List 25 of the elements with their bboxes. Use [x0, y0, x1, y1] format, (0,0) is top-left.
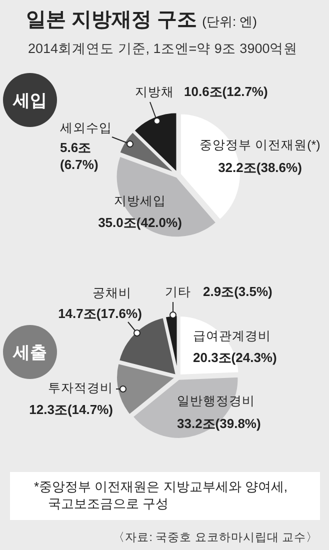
text: 세입: [12, 91, 47, 110]
slice-label: 일반행정경비: [177, 394, 255, 408]
data-label: 2.9조(3.5%): [203, 284, 272, 299]
slice-label: 투자적경비: [48, 381, 113, 395]
data-label: 33.2조(39.8%): [177, 416, 261, 431]
chart-subtitle: (단위: 엔): [202, 14, 258, 29]
data-label: 12.3조(14.7%): [29, 402, 113, 417]
data-label: 32.2조(38.6%): [218, 160, 302, 175]
slice-label: 급여관계경비: [193, 329, 271, 343]
slice-label: 지방세입: [114, 194, 166, 208]
text: 〈자료: 국중호 요코하마시립대 교수〉: [113, 531, 318, 544]
data-label: 14.7조(17.6%): [58, 306, 142, 321]
data-label: 10.6조(12.7%): [184, 84, 268, 99]
data-label: 5.6조(6.7%): [60, 140, 98, 172]
data-label: 20.3조(24.3%): [193, 350, 277, 365]
text: *중앙정부 이전재원은 지방교부세와 양여세, 국고보조금으로 구성: [34, 479, 288, 511]
data-label: 35.0조(42.0%): [98, 215, 182, 230]
slice-label: 기타: [165, 285, 191, 299]
text: 세출: [12, 343, 47, 362]
slice-label: 지방채: [135, 85, 174, 99]
slice-label: 공채비: [92, 286, 132, 300]
slice-label: 중앙정부 이전재원(*): [200, 138, 320, 152]
slice-label: 세외수입: [60, 121, 112, 135]
chart-title: 일본 지방재정 구조: [26, 9, 198, 31]
text: 2014회계연도 기준, 1조엔=약 9조 3900억원: [28, 41, 298, 56]
